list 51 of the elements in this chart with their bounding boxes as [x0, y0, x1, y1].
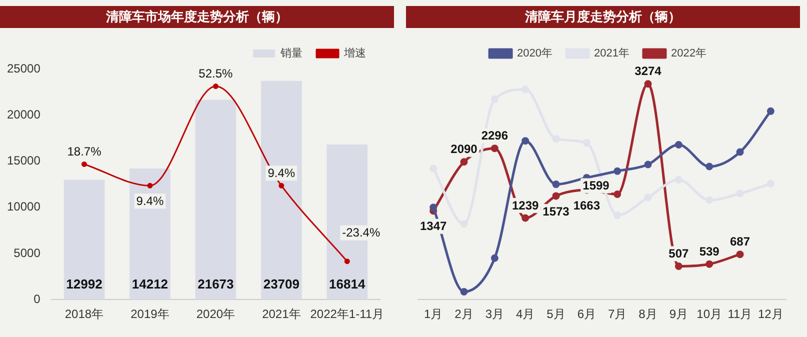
y-tick-label: 15000: [6, 154, 41, 168]
data-label: 687: [730, 234, 750, 249]
x-tick-label: 2020年: [196, 307, 236, 322]
y-tick-label: 10000: [6, 200, 41, 214]
data-label: 2090: [450, 142, 478, 156]
legend-label: 2022年: [670, 48, 706, 60]
data-label: 1239: [512, 198, 540, 212]
data-label: 52.5%: [198, 66, 234, 81]
x-tick-label: 2019年: [130, 307, 170, 322]
data-label: 2296: [481, 128, 508, 143]
data-label: 14212: [132, 276, 168, 292]
data-label: 9.4%: [136, 194, 164, 208]
data-label: 539: [699, 244, 720, 258]
data-label: -23.4%: [342, 226, 380, 240]
chart-title: 清障车月度走势分析（辆）: [406, 6, 800, 28]
data-label: 9.4%: [268, 166, 296, 180]
data-label: 12992: [66, 276, 102, 292]
x-tick-label: 12月: [758, 307, 784, 322]
x-tick-label: 10月: [696, 307, 722, 322]
data-label: 16814: [329, 276, 366, 292]
legend-label: 增速: [343, 46, 366, 60]
x-tick-label: 4月: [516, 307, 535, 322]
data-label: 1573: [542, 204, 570, 218]
y-tick-label: 20000: [6, 107, 41, 122]
data-label: 507: [668, 246, 689, 261]
data-label: 23709: [263, 276, 300, 292]
x-tick-label: 6月: [577, 307, 596, 322]
y-tick-label: 0: [34, 292, 41, 306]
legend-label: 销量: [280, 48, 302, 60]
x-tick-label: 8月: [638, 307, 658, 322]
x-tick-label: 2018年: [64, 307, 104, 322]
data-label: 18.7%: [67, 144, 102, 159]
x-tick-label: 2022年1-11月: [310, 307, 384, 322]
data-label: 1663: [573, 198, 600, 212]
data-label: 1347: [420, 219, 448, 234]
x-tick-label: 5月: [546, 307, 566, 322]
x-tick-label: 1月: [424, 307, 443, 322]
x-tick-label: 2021年: [262, 307, 301, 322]
x-tick-label: 7月: [608, 307, 627, 322]
x-tick-label: 9月: [669, 307, 688, 322]
data-label: 21673: [198, 276, 234, 292]
legend-label: 2021年: [594, 48, 630, 60]
y-tick-label: 25000: [6, 61, 41, 76]
data-label: 3274: [634, 64, 662, 78]
y-tick-label: 5000: [14, 246, 41, 260]
legend-label: 2020年: [517, 48, 553, 60]
x-tick-label: 11月: [728, 307, 752, 322]
x-tick-label: 3月: [485, 307, 504, 322]
data-label: 1599: [582, 178, 610, 193]
x-tick-label: 2月: [454, 307, 474, 322]
chart-title: 清障车市场年度走势分析（辆）: [0, 6, 394, 28]
